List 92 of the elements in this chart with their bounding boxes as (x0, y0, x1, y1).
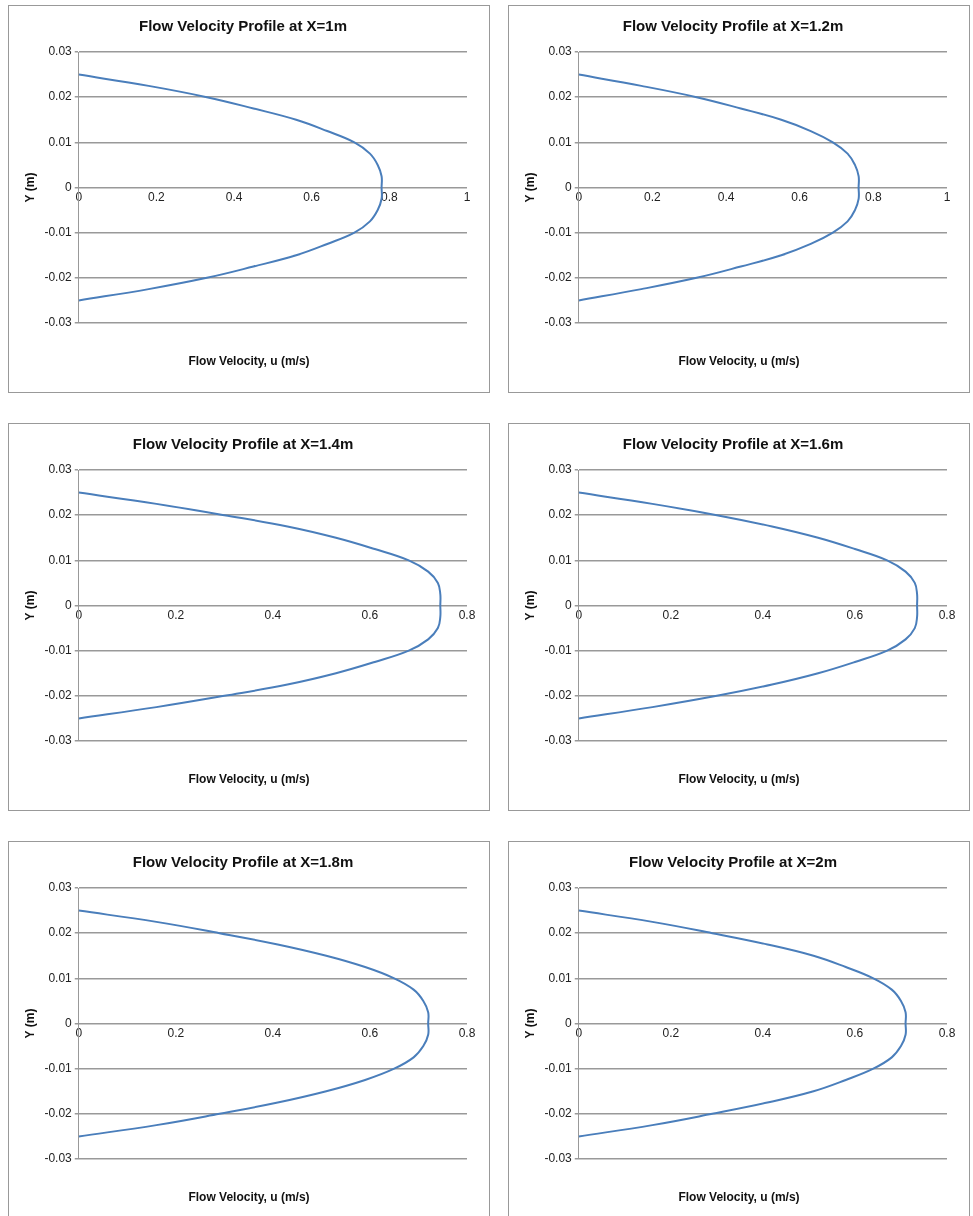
y-tick-label: 0.03 (548, 44, 573, 59)
chart-title: Flow Velocity Profile at X=1.4m (132, 435, 354, 453)
x-axis-title: Flow Velocity, u (m/s) (187, 772, 311, 786)
y-tick-label: 0.01 (548, 134, 573, 149)
y-tick-label: -0.03 (44, 733, 73, 748)
y-tick-label: 0.01 (48, 552, 73, 567)
y-tick-label: -0.01 (544, 224, 573, 239)
y-tick-label: 0 (65, 1015, 73, 1030)
x-tick-label: 0.8 (865, 190, 883, 205)
y-tick-label: 0.02 (48, 925, 73, 940)
chart-title: Flow Velocity Profile at X=1.6m (622, 435, 844, 453)
y-axis-title: Y (m) (22, 172, 37, 203)
x-tick-label: 0.6 (846, 608, 864, 623)
y-tick-label: 0.01 (48, 970, 73, 985)
x-tick-label: 0.4 (264, 608, 282, 623)
y-tick-label: 0.02 (548, 925, 573, 940)
x-tick-label: 0.2 (662, 608, 680, 623)
x-tick-label: 0.4 (754, 1026, 772, 1041)
y-axis-title: Y (m) (22, 590, 37, 621)
y-tick-label: 0.01 (548, 970, 573, 985)
line-series (578, 909, 907, 1138)
x-tick-label: 0.4 (717, 190, 735, 205)
y-tick-label: 0.03 (548, 880, 573, 895)
y-tick-label: -0.01 (544, 642, 573, 657)
x-tick-label: 0.6 (361, 608, 379, 623)
y-tick-label: 0.03 (48, 880, 73, 895)
y-tick-label: 0.03 (548, 462, 573, 477)
x-tick-label: 0.8 (458, 608, 476, 623)
y-tick-label: 0.01 (48, 134, 73, 149)
chart-title: Flow Velocity Profile at X=1.8m (132, 853, 354, 871)
x-tick-label: 0.8 (458, 1026, 476, 1041)
x-tick-label: 0.2 (167, 1026, 185, 1041)
x-axis-title: Flow Velocity, u (m/s) (677, 772, 801, 786)
y-tick-label: -0.02 (544, 688, 573, 703)
x-axis-title: Flow Velocity, u (m/s) (677, 354, 801, 368)
y-tick-label: 0 (565, 1015, 573, 1030)
x-tick-label: 0.2 (662, 1026, 680, 1041)
x-tick-label: 0.4 (264, 1026, 282, 1041)
y-tick-label: -0.02 (44, 1106, 73, 1121)
chart-title: Flow Velocity Profile at X=2m (629, 853, 837, 871)
x-tick-label: 0.6 (846, 1026, 864, 1041)
x-tick-label: 0.8 (938, 608, 956, 623)
y-tick-label: -0.03 (44, 1151, 73, 1166)
y-tick-label: -0.01 (44, 642, 73, 657)
y-tick-label: -0.01 (44, 1060, 73, 1075)
y-tick-label: -0.01 (544, 1060, 573, 1075)
x-tick-label: 0.2 (167, 608, 185, 623)
y-tick-label: 0.03 (48, 44, 73, 59)
line-series (578, 491, 919, 720)
y-tick-label: -0.01 (44, 224, 73, 239)
x-tick-label: 1 (463, 190, 471, 205)
y-tick-label: -0.02 (44, 688, 73, 703)
y-tick-label: -0.03 (544, 315, 573, 330)
y-tick-label: -0.02 (44, 270, 73, 285)
line-series (78, 491, 442, 720)
y-tick-label: 0.02 (548, 89, 573, 104)
y-tick-label: -0.03 (544, 733, 573, 748)
y-tick-label: 0 (565, 597, 573, 612)
x-tick-label: 0.8 (938, 1026, 956, 1041)
y-axis-title: Y (m) (522, 1008, 537, 1039)
x-tick-label: 0.8 (381, 190, 399, 205)
chart-title: Flow Velocity Profile at X=1m (139, 17, 347, 35)
y-tick-label: 0.03 (48, 462, 73, 477)
y-tick-label: -0.02 (544, 270, 573, 285)
x-tick-label: 0.2 (644, 190, 662, 205)
y-tick-label: 0 (65, 597, 73, 612)
x-axis-title: Flow Velocity, u (m/s) (677, 1190, 801, 1204)
y-axis-title: Y (m) (22, 1008, 37, 1039)
line-series (578, 73, 860, 302)
y-tick-label: 0.02 (48, 507, 73, 522)
chart-title: Flow Velocity Profile at X=1.2m (622, 17, 844, 35)
x-tick-label: 0.6 (361, 1026, 379, 1041)
y-tick-label: -0.03 (44, 315, 73, 330)
x-tick-label: 0.6 (303, 190, 321, 205)
line-series (78, 909, 430, 1138)
x-tick-label: 0.6 (791, 190, 809, 205)
y-axis-title: Y (m) (522, 172, 537, 203)
y-axis-title: Y (m) (522, 590, 537, 621)
line-series (78, 73, 383, 302)
y-tick-label: 0.01 (548, 552, 573, 567)
y-tick-label: 0.02 (548, 507, 573, 522)
x-tick-label: 0.4 (225, 190, 243, 205)
y-tick-label: -0.03 (544, 1151, 573, 1166)
y-tick-label: 0 (65, 179, 73, 194)
x-tick-label: 0.4 (754, 608, 772, 623)
x-tick-label: 1 (943, 190, 951, 205)
y-tick-label: 0 (565, 179, 573, 194)
x-axis-title: Flow Velocity, u (m/s) (187, 354, 311, 368)
y-tick-label: 0.02 (48, 89, 73, 104)
x-axis-title: Flow Velocity, u (m/s) (187, 1190, 311, 1204)
x-tick-label: 0.2 (148, 190, 166, 205)
y-tick-label: -0.02 (544, 1106, 573, 1121)
